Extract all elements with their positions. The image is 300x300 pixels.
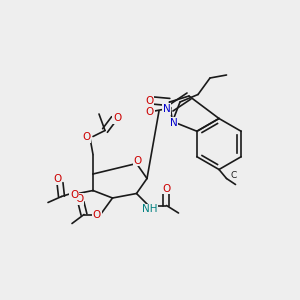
- Text: O: O: [145, 97, 154, 106]
- Text: O: O: [75, 194, 84, 204]
- Text: O: O: [134, 156, 142, 166]
- Text: O: O: [162, 184, 171, 194]
- Text: O: O: [146, 107, 154, 117]
- Text: O: O: [70, 190, 78, 200]
- Text: O: O: [113, 113, 121, 123]
- Text: N: N: [163, 104, 170, 114]
- Text: O: O: [93, 211, 101, 220]
- Text: C: C: [231, 170, 237, 179]
- Text: N: N: [170, 118, 178, 128]
- Text: O: O: [53, 175, 61, 184]
- Text: O: O: [82, 133, 91, 142]
- Text: NH: NH: [142, 205, 158, 214]
